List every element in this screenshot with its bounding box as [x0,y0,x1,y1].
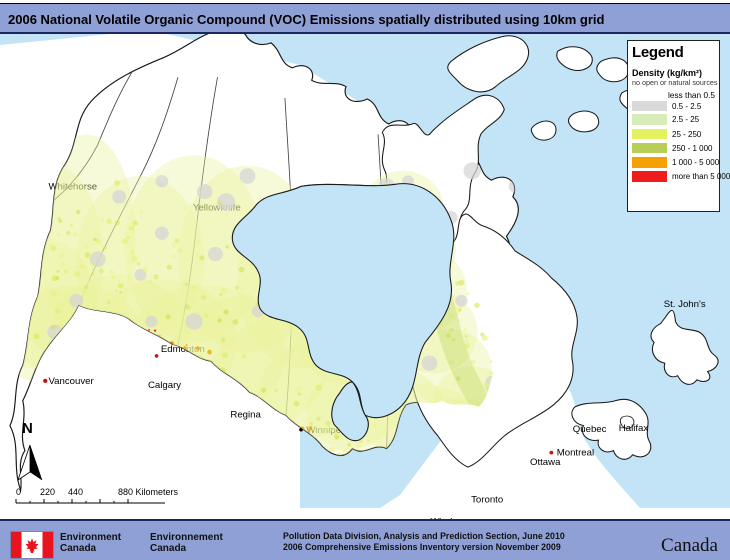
svg-text:Halifax: Halifax [619,423,649,434]
svg-text:Ottawa: Ottawa [530,457,561,468]
svg-text:0: 0 [16,487,21,497]
svg-text:St. John's: St. John's [664,299,706,310]
svg-text:220: 220 [40,487,55,497]
svg-text:Calgary: Calgary [148,380,181,391]
svg-text:Vancouver: Vancouver [48,376,93,387]
svg-text:Quebec: Quebec [573,424,607,435]
svg-text:Regina: Regina [230,409,261,420]
svg-text:Montreal: Montreal [557,448,594,459]
svg-text:Toronto: Toronto [471,495,503,506]
svg-text:880 Kilometers: 880 Kilometers [118,487,179,497]
svg-text:N: N [22,420,33,437]
svg-text:440: 440 [68,487,83,497]
